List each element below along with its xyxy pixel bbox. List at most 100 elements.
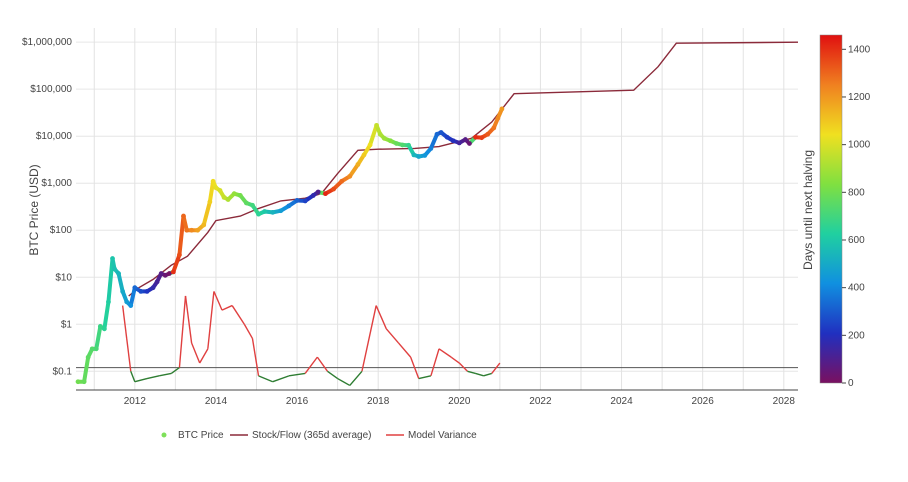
btc-price-point (457, 141, 462, 146)
btc-price-point (184, 228, 189, 233)
btc-price-point (316, 190, 321, 195)
btc-price-point (151, 285, 156, 290)
btc-price-point (201, 222, 206, 227)
btc-price-point (94, 346, 99, 351)
btc-price-point (278, 208, 283, 213)
btc-price-point (473, 135, 478, 140)
btc-price-point (244, 201, 249, 206)
btc-price-point (102, 326, 107, 331)
btc-price-point (295, 198, 300, 203)
y-axis-title: BTC Price (USD) (27, 164, 41, 255)
btc-price-point (439, 130, 444, 135)
btc-price-point (374, 123, 379, 128)
x-tick-label: 2012 (124, 396, 147, 407)
btc-price-point (495, 116, 500, 121)
btc-price-point (250, 203, 255, 208)
btc-price-point (82, 379, 87, 384)
btc-price-point (499, 107, 504, 112)
x-tick-label: 2024 (610, 396, 633, 407)
y-tick-label: $1,000 (41, 178, 72, 189)
btc-price-point (406, 143, 411, 148)
btc-price-point (339, 179, 344, 184)
y-tick-label: $100 (50, 225, 73, 236)
btc-price-point (181, 214, 186, 219)
btc-price-point (303, 199, 308, 204)
btc-price-point (112, 267, 117, 272)
x-tick-label: 2026 (692, 396, 715, 407)
btc-price-point (311, 193, 316, 198)
btc-price-point (394, 141, 399, 146)
btc-price-point (378, 132, 383, 137)
x-tick-label: 2022 (529, 396, 552, 407)
btc-price-point (445, 135, 450, 140)
btc-price-point (211, 179, 216, 184)
btc-price-point (388, 138, 393, 143)
btc-price-point (116, 271, 121, 276)
legend-label[interactable]: BTC Price (178, 430, 224, 441)
btc-price-point (422, 153, 427, 158)
btc-price-point (411, 153, 416, 158)
btc-price-point (145, 289, 150, 294)
btc-price-point (400, 143, 405, 148)
btc-price-point (451, 138, 456, 143)
btc-price-point (323, 191, 328, 196)
colorbar-title: Days until next halving (801, 150, 815, 270)
btc-price-point (382, 136, 387, 141)
btc-price-point (347, 174, 352, 179)
btc-price-point (86, 355, 91, 360)
btc-price-point (222, 195, 227, 200)
colorbar-tick-label: 1200 (848, 92, 871, 103)
legend-label[interactable]: Stock/Flow (365d average) (252, 430, 372, 441)
btc-price-point (195, 228, 200, 233)
btc-price-point (463, 137, 468, 142)
y-tick-label: $1,000,000 (22, 37, 72, 48)
x-tick-label: 2018 (367, 396, 390, 407)
btc-price-point (356, 162, 361, 167)
btc-price-point (132, 285, 137, 290)
colorbar-tick-label: 400 (848, 283, 865, 294)
btc-price-point (128, 303, 133, 308)
btc-price-point (331, 187, 336, 192)
colorbar-tick-label: 600 (848, 235, 865, 246)
colorbar-gradient (820, 35, 842, 383)
btc-price-point (270, 210, 275, 215)
btc-price-point (124, 299, 129, 304)
plot-background (76, 28, 798, 390)
btc-price-point (287, 203, 292, 208)
btc-price-point (416, 154, 421, 159)
x-tick-label: 2028 (773, 396, 796, 407)
btc-price-point (256, 212, 261, 217)
y-tick-label: $10 (55, 272, 72, 283)
x-tick-label: 2020 (448, 396, 471, 407)
btc-price-point (485, 132, 490, 137)
btc-price-point (155, 279, 160, 284)
btc-price-point (218, 188, 223, 193)
btc-price-point (232, 191, 237, 196)
btc-price-point (207, 200, 212, 205)
btc-price-point (171, 269, 176, 274)
btc-price-point (189, 228, 194, 233)
colorbar-tick-label: 800 (848, 187, 865, 198)
btc-price-point (429, 146, 434, 151)
colorbar-tick-label: 1400 (848, 44, 871, 55)
y-tick-label: $100,000 (30, 84, 72, 95)
btc-price-point (98, 324, 103, 329)
x-tick-label: 2014 (205, 396, 228, 407)
btc-price-point (76, 379, 81, 384)
colorbar-tick-label: 0 (848, 378, 854, 389)
legend-marker-dot (162, 433, 167, 438)
btc-price-point (138, 289, 143, 294)
btc-price-point (177, 252, 182, 257)
btc-price-point (106, 299, 111, 304)
btc-price-point (491, 126, 496, 131)
colorbar: Days until next halving 0200400600800100… (801, 35, 871, 389)
y-tick-label: $10,000 (36, 131, 73, 142)
colorbar-tick-label: 200 (848, 330, 865, 341)
btc-price-point (362, 153, 367, 158)
btc-price-point (368, 143, 373, 148)
legend-label[interactable]: Model Variance (408, 430, 477, 441)
btc-price-point (214, 185, 219, 190)
